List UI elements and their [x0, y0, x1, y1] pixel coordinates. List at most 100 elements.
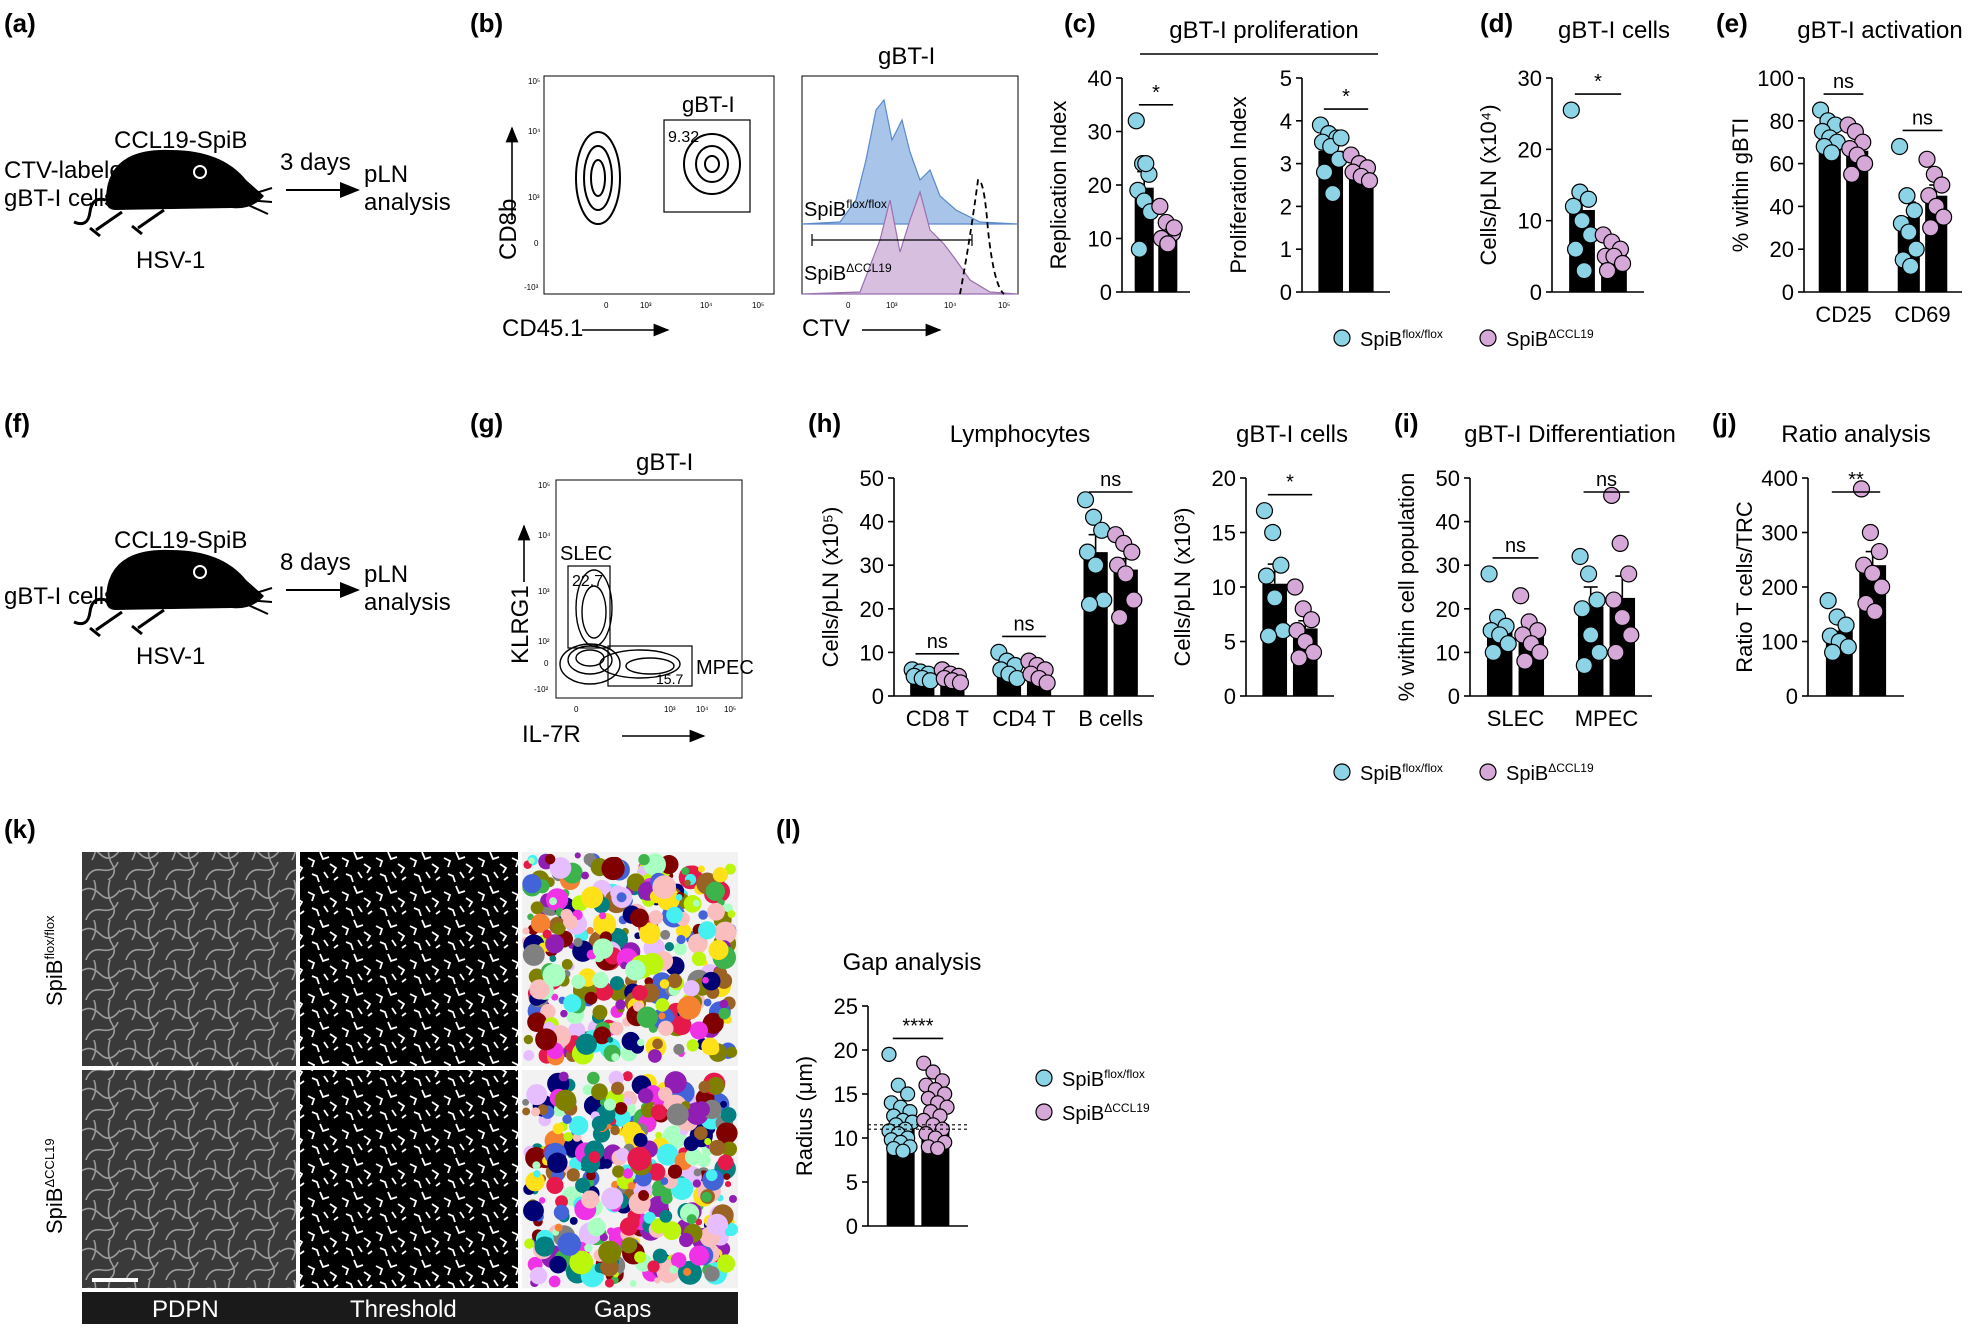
chart-c-group-title: gBT-I proliferation [1169, 17, 1358, 44]
gap-circle [602, 1158, 613, 1169]
gap-circle [683, 1267, 692, 1276]
gap-circle [593, 1026, 611, 1045]
flow-b-hist-xlabel: CTV [802, 315, 850, 342]
data-point [1137, 155, 1155, 173]
gap-circle [648, 1049, 662, 1063]
hist-ko [801, 189, 1019, 295]
data-point [890, 1077, 906, 1093]
gap-circle [701, 971, 721, 991]
gap-circle [569, 1216, 578, 1225]
schematic-f-out2: analysis [364, 589, 451, 616]
gap-circle [720, 1107, 737, 1123]
gap-circle [584, 1243, 593, 1253]
chart-title: gBT-I cells [1236, 421, 1348, 448]
gap-circle [631, 984, 648, 1001]
flow-b-gate-value: 9.32 [668, 129, 699, 146]
flow-g-yticks: 10⁵ 10⁴ 10³ 10² 0 -10² [534, 481, 551, 694]
gap-circle [714, 921, 737, 944]
significance-label: * [1286, 472, 1294, 494]
gap-circle [693, 1168, 702, 1177]
significance-label: ** [1848, 469, 1864, 491]
data-point [895, 1143, 911, 1159]
category-label: SLEC [1487, 706, 1545, 731]
y-tick-label: 40 [1436, 510, 1460, 535]
hist-flox [801, 98, 1019, 225]
gap-circle [616, 892, 627, 903]
flow-g-xtick: 0 [574, 705, 579, 714]
legend-ko-marker [1035, 1103, 1053, 1121]
gap-circle [679, 1232, 694, 1248]
flow-b-hist-xticks: 0 10³ 10⁴ 10⁵ [846, 301, 1010, 310]
gap-circle [591, 1115, 608, 1132]
data-point [1562, 101, 1580, 119]
flow-b-xticks: 0 10³ 10⁴ 10⁵ [604, 301, 764, 310]
y-axis-label: Cells/pLN (x10³) [1170, 508, 1195, 667]
data-point [1590, 643, 1608, 662]
gap-circle [658, 1012, 666, 1020]
gap-circle [523, 1034, 534, 1045]
data-point [1127, 112, 1145, 130]
gap-circle [634, 1251, 647, 1264]
gap-circle [549, 1255, 567, 1274]
gap-circle [701, 1037, 719, 1056]
category-label: CD69 [1894, 302, 1950, 327]
gap-circle [599, 1233, 608, 1242]
flow-b-ytick: 10⁴ [528, 127, 541, 136]
legend-flox-marker [1333, 763, 1351, 781]
schematic-f-mouse-label: CCL19-SpiB [114, 527, 247, 554]
data-point [1290, 649, 1308, 667]
gap-circle [527, 1012, 547, 1032]
gap-circle [522, 943, 545, 966]
gap-circle [530, 901, 544, 915]
gap-circle [667, 1164, 683, 1179]
gap-circle [721, 1141, 738, 1157]
bar [1846, 150, 1869, 292]
y-tick-label: 0 [1530, 280, 1542, 305]
gap-circle [695, 1218, 703, 1226]
gap-circle [655, 1131, 663, 1139]
data-point [1332, 129, 1350, 147]
y-tick-label: 50 [860, 466, 884, 491]
y-tick-label: 10 [1436, 640, 1460, 665]
micro-pdpn-flox [82, 852, 296, 1066]
gap-circle [615, 999, 626, 1010]
data-point [930, 1140, 946, 1157]
gap-circle [656, 1143, 679, 1166]
y-tick-label: 60 [1770, 152, 1794, 177]
legend-ko-label: SpiBΔCCL19 [1506, 327, 1594, 351]
gap-circle [689, 1245, 710, 1266]
gap-circle [523, 1050, 535, 1061]
data-point [951, 674, 970, 692]
gap-circle [560, 1009, 568, 1018]
gap-circle [601, 1187, 624, 1210]
gap-circle [575, 1177, 591, 1193]
flow-g-ytick: 10² [538, 637, 550, 646]
data-point [1582, 626, 1600, 644]
gap-circle [561, 958, 573, 970]
flow-g-gate1-label: SLEC [560, 543, 612, 565]
y-tick-label: 40 [860, 510, 884, 535]
gap-circle [607, 1036, 614, 1043]
data-point [925, 1064, 941, 1080]
data-point [1873, 578, 1891, 596]
flow-b-ytick: 10³ [528, 193, 540, 202]
data-point [1933, 176, 1951, 194]
micro-gaps-flox [522, 852, 738, 1066]
gap-circle [534, 1236, 555, 1257]
legend-row2: SpiBflox/flox SpiBΔCCL19 [1333, 761, 1594, 785]
legend-flox-label: SpiBflox/flox [1360, 327, 1443, 351]
data-point [900, 1086, 916, 1102]
flow-b-population-gbt [683, 133, 741, 195]
gap-circle [571, 974, 586, 989]
syringe-icon [89, 208, 165, 238]
gap-circle [712, 867, 729, 883]
y-tick-label: 0 [846, 1214, 858, 1239]
y-tick-label: 40 [1088, 66, 1112, 91]
data-point [1922, 219, 1940, 237]
flow-g-xtick: 10⁴ [696, 705, 709, 714]
bar [1113, 569, 1138, 696]
data-point [916, 1055, 932, 1071]
data-point [1620, 565, 1638, 583]
gap-circle [582, 1084, 594, 1096]
gap-circle [698, 1080, 711, 1094]
